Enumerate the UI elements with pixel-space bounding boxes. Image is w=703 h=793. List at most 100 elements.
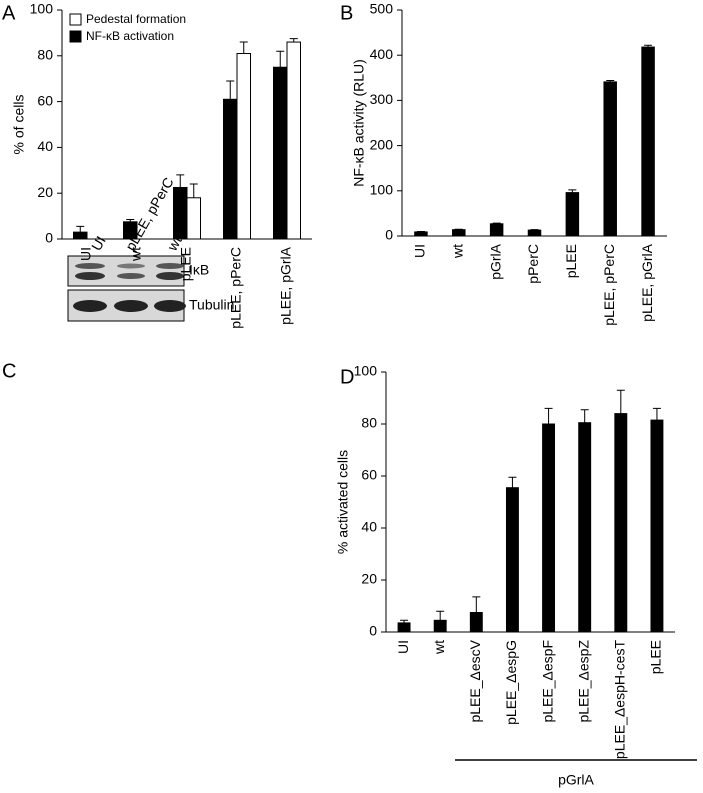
bar [469,612,483,633]
x-tick-label: pLEE, pPerC [601,244,617,326]
x-tick-label: UI [412,244,428,258]
y-tick-label: 60 [361,467,377,483]
error-bar [276,50,285,68]
panel-label: A [2,2,16,24]
band [75,263,105,269]
bar [565,192,580,237]
legend-swatch [69,13,82,26]
y-tick-label: 300 [370,91,394,107]
bar [641,46,655,237]
bar [433,619,447,633]
legend-label: NF-κB activation [86,29,174,43]
y-tick-label: 0 [369,623,377,639]
x-tick-label: pLEE_ΔespG [503,640,519,725]
bar [123,221,138,240]
y-tick-label: 0 [385,227,393,243]
x-tick-label: pLEE [178,247,194,281]
bar [650,419,664,633]
x-tick-label: pLEE, pGrlA [639,243,655,321]
x-tick-label: UI [395,640,411,654]
bar [489,223,504,237]
error-bar [176,174,185,188]
bar [505,487,519,633]
band [73,300,107,312]
bar [452,229,466,237]
error-bar [126,219,135,222]
error-bar [616,389,625,414]
x-tick-label: wt [449,244,465,259]
band [154,300,186,312]
error-bar [644,44,653,48]
x-tick-label: pLEE, pGrlA [278,246,294,324]
bar [286,41,301,240]
y-tick-label: 100 [30,1,54,17]
row-label: IκB [189,262,209,278]
error-bar [580,409,589,423]
x-tick-label: pLEE [563,244,579,278]
error-bar [606,80,615,82]
bar [414,231,428,237]
bar [273,66,288,240]
x-tick-label: pLEE_ΔespH-cesT [612,640,628,760]
lane-label: UI [88,233,109,253]
band [117,273,145,279]
error-bar [508,476,517,488]
y-tick-label: 400 [370,46,394,62]
bar [603,81,617,237]
error-bar [492,222,501,224]
band [114,300,148,312]
error-bar [544,407,553,424]
band [75,272,105,280]
x-tick-label: wt [128,247,144,262]
y-tick-label: 80 [37,47,53,63]
bar [223,98,238,240]
error-bar [436,610,445,621]
y-tick-label: 80 [361,415,377,431]
band [156,272,184,280]
x-tick-label: wt [431,640,447,655]
bar [542,423,556,633]
blot-frame [67,255,185,287]
y-tick-label: 0 [45,230,53,246]
error-bar [226,80,235,100]
x-tick-label: pPerC [525,244,541,284]
legend-label: Pedestal formation [86,12,186,26]
x-tick-label: pLEE_ΔescV [467,639,483,722]
error-bar [652,407,661,421]
error-bar [568,189,577,193]
y-tick-label: 100 [370,182,394,198]
bar [73,231,88,240]
bar [527,229,542,237]
bar [236,53,251,240]
x-tick-label: pLEE, pPerC [228,247,244,329]
y-tick-label: 60 [37,92,53,108]
y-tick-label: 500 [370,1,394,17]
panel-label: C [2,360,16,382]
y-tick-label: 40 [37,138,53,154]
bar [578,422,592,633]
legend-swatch [69,30,82,43]
error-bar [239,41,248,54]
annotation: pGrlA [558,772,594,788]
band [117,263,145,269]
y-tick-label: 20 [37,184,53,200]
row-label: Tubulin [189,297,234,313]
bar [186,197,201,240]
y-tick-label: 20 [361,571,377,587]
error-bar [400,619,409,623]
x-tick-label: pLEE [648,640,664,674]
panel-label: D [340,366,354,388]
x-tick-label: UI [78,247,94,261]
x-tick-label: pLEE_ΔespF [539,640,555,723]
x-tick-label: pGrlA [487,243,503,279]
y-tick-label: 40 [361,519,377,535]
y-axis-label: % of cells [11,95,27,155]
x-tick-label: pLEE_ΔespZ [575,640,591,723]
bar [614,413,628,633]
y-tick-label: 200 [370,136,394,152]
error-bar [289,38,298,43]
bar [397,622,411,633]
y-axis-label: % activated cells [335,450,351,554]
panel-label: B [340,2,353,24]
